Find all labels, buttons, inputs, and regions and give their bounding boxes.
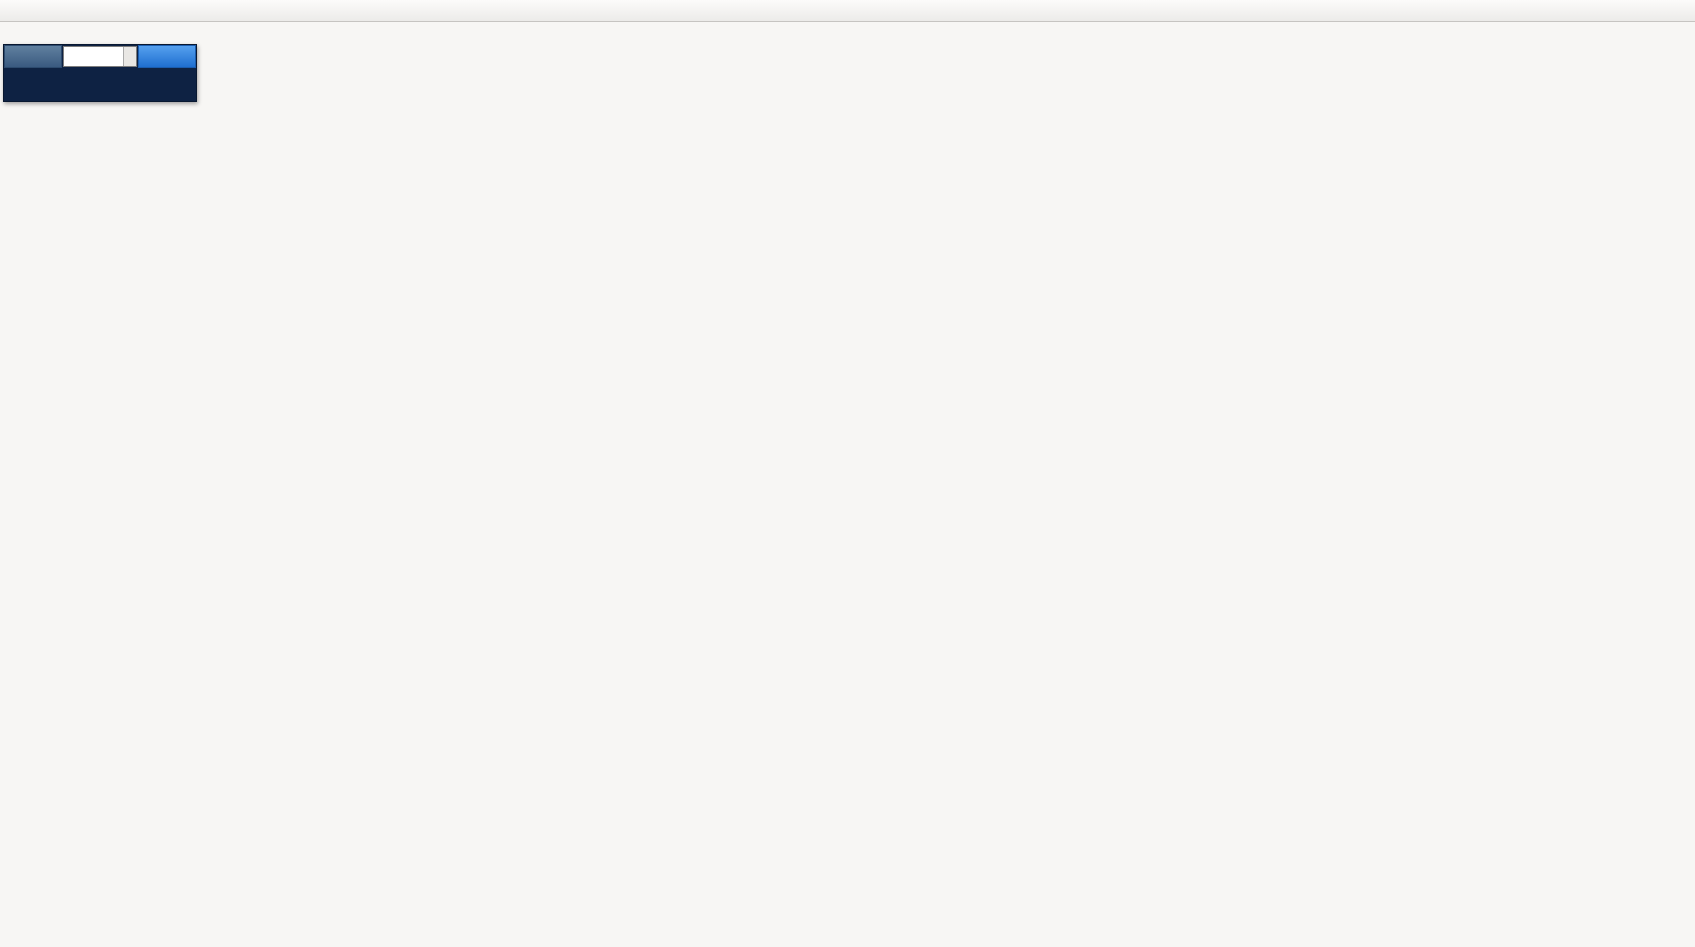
trade-panel-prices bbox=[4, 68, 196, 72]
volume-control[interactable] bbox=[63, 46, 137, 67]
buy-button[interactable] bbox=[138, 45, 196, 68]
sell-button[interactable] bbox=[4, 45, 62, 68]
volume-input[interactable] bbox=[64, 47, 123, 66]
top-toolbar bbox=[0, 0, 1695, 22]
one-click-trading-panel bbox=[3, 44, 197, 102]
macd-header bbox=[4, 557, 12, 567]
rsi-header bbox=[4, 703, 8, 713]
volume-spinner[interactable] bbox=[123, 47, 136, 66]
trade-panel-top-row bbox=[4, 45, 196, 68]
